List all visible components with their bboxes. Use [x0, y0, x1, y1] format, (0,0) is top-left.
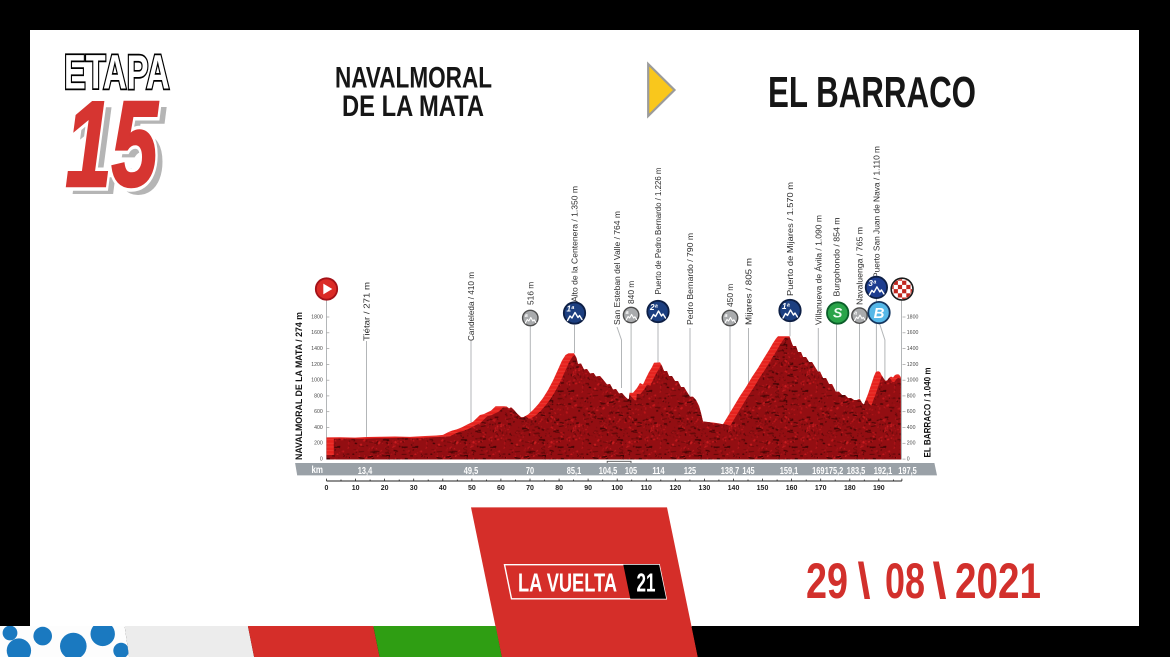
svg-text:104,5: 104,5 — [599, 466, 618, 477]
svg-text:49,5: 49,5 — [464, 466, 479, 477]
svg-text:120: 120 — [669, 485, 681, 492]
svg-text:600: 600 — [907, 409, 916, 415]
svg-text:192,1: 192,1 — [874, 466, 893, 477]
svg-text:60: 60 — [497, 485, 505, 492]
svg-text:800: 800 — [907, 393, 916, 399]
svg-text:15: 15 — [66, 76, 159, 212]
svg-text:EL BARRACO: EL BARRACO — [768, 68, 976, 117]
svg-text:0: 0 — [907, 457, 910, 463]
svg-text:1600: 1600 — [311, 330, 323, 336]
svg-text:\: \ — [858, 552, 871, 609]
svg-text:a: a — [525, 313, 528, 319]
svg-text:200: 200 — [907, 441, 916, 447]
svg-text:169: 169 — [812, 466, 825, 477]
svg-text:Candeleda / 410 m: Candeleda / 410 m — [466, 272, 476, 341]
svg-text:1600: 1600 — [907, 330, 919, 336]
svg-text:15: 15 — [73, 83, 166, 219]
svg-text:125: 125 — [684, 466, 697, 477]
svg-text:21: 21 — [637, 570, 656, 598]
svg-text:Tiétar / 271 m: Tiétar / 271 m — [362, 282, 372, 341]
svg-text:160: 160 — [786, 485, 798, 492]
svg-text:2ª: 2ª — [649, 303, 659, 312]
svg-text:180: 180 — [844, 485, 856, 492]
svg-text:08: 08 — [885, 552, 925, 609]
svg-text:km: km — [312, 465, 324, 476]
svg-text:0: 0 — [325, 485, 329, 492]
svg-text:1800: 1800 — [907, 314, 919, 320]
svg-text:Puerto de Pedro Bernardo / 1.2: Puerto de Pedro Bernardo / 1.226 m — [653, 167, 663, 294]
svg-text:80: 80 — [555, 485, 563, 492]
svg-text:San Esteban del Valle / 764 m: San Esteban del Valle / 764 m — [612, 211, 622, 325]
svg-text:0: 0 — [320, 457, 323, 463]
svg-text:29: 29 — [806, 552, 848, 609]
svg-text:840 m: 840 m — [626, 281, 636, 304]
svg-text:EL BARRACO / 1.040 m: EL BARRACO / 1.040 m — [923, 367, 933, 457]
svg-text:90: 90 — [584, 485, 592, 492]
svg-text:70: 70 — [526, 485, 534, 492]
svg-text:3ª: 3ª — [868, 279, 877, 288]
svg-text:NAVALMORAL DE LA MATA / 274 m: NAVALMORAL DE LA MATA / 274 m — [294, 312, 304, 460]
svg-text:15: 15 — [66, 76, 159, 212]
svg-text:Puerto de Mijares / 1.570 m: Puerto de Mijares / 1.570 m — [785, 182, 795, 296]
svg-text:175,2: 175,2 — [825, 466, 844, 477]
svg-text:Alto de la Centenera / 1.350 m: Alto de la Centenera / 1.350 m — [570, 186, 580, 302]
svg-text:138,7: 138,7 — [721, 466, 740, 477]
svg-text:40: 40 — [439, 485, 447, 492]
svg-text:114: 114 — [652, 466, 665, 477]
svg-text:Burgohondo / 854 m: Burgohondo / 854 m — [832, 217, 842, 296]
svg-text:1400: 1400 — [311, 346, 323, 352]
svg-text:a: a — [626, 310, 629, 316]
svg-text:150: 150 — [757, 485, 769, 492]
svg-text:516 m: 516 m — [525, 282, 535, 305]
svg-text:\: \ — [933, 552, 947, 609]
svg-text:Pedro Bernardo / 790 m: Pedro Bernardo / 790 m — [685, 233, 695, 325]
svg-text:DE LA MATA: DE LA MATA — [342, 90, 484, 123]
svg-text:450 m: 450 m — [725, 284, 735, 307]
svg-text:400: 400 — [314, 425, 323, 431]
svg-text:200: 200 — [314, 441, 323, 447]
svg-text:105: 105 — [625, 466, 638, 477]
svg-text:20: 20 — [381, 485, 389, 492]
svg-text:183,5: 183,5 — [847, 466, 866, 477]
svg-text:50: 50 — [468, 485, 476, 492]
svg-text:159,1: 159,1 — [780, 466, 799, 477]
svg-text:Villanueva de Ávila / 1.090 m: Villanueva de Ávila / 1.090 m — [813, 215, 823, 325]
svg-text:190: 190 — [873, 485, 885, 492]
svg-text:2021: 2021 — [955, 552, 1041, 609]
svg-text:400: 400 — [907, 425, 916, 431]
svg-text:Puerto San Juan de Nava / 1.11: Puerto San Juan de Nava / 1.110 m — [871, 146, 881, 278]
svg-text:10: 10 — [352, 485, 360, 492]
svg-text:1200: 1200 — [311, 362, 323, 368]
svg-text:600: 600 — [314, 409, 323, 415]
svg-text:LA VUELTA: LA VUELTA — [518, 570, 617, 598]
svg-text:100: 100 — [611, 485, 623, 492]
svg-text:1000: 1000 — [907, 378, 919, 384]
svg-text:1800: 1800 — [311, 314, 323, 320]
svg-text:130: 130 — [699, 485, 711, 492]
svg-text:Navaluenga / 765 m: Navaluenga / 765 m — [855, 227, 865, 305]
svg-text:1000: 1000 — [311, 378, 323, 384]
svg-text:110: 110 — [641, 485, 652, 492]
svg-text:197,5: 197,5 — [898, 466, 917, 477]
svg-text:800: 800 — [314, 393, 323, 399]
svg-text:70: 70 — [526, 466, 534, 477]
svg-text:13,4: 13,4 — [358, 466, 373, 477]
svg-text:B: B — [874, 305, 885, 322]
svg-text:1200: 1200 — [907, 362, 919, 368]
svg-text:140: 140 — [728, 485, 740, 492]
svg-text:85,1: 85,1 — [567, 466, 582, 477]
svg-text:145: 145 — [742, 466, 755, 477]
svg-text:Mijares / 805 m: Mijares / 805 m — [744, 258, 754, 325]
svg-text:a: a — [854, 311, 857, 317]
svg-text:ETAPA: ETAPA — [64, 46, 170, 100]
svg-text:a: a — [725, 313, 728, 319]
svg-text:170: 170 — [815, 485, 827, 492]
svg-text:30: 30 — [410, 485, 418, 492]
svg-text:NAVALMORAL: NAVALMORAL — [335, 62, 492, 95]
svg-text:1400: 1400 — [907, 346, 919, 352]
svg-text:S: S — [833, 305, 843, 321]
svg-text:1ª: 1ª — [567, 305, 576, 314]
svg-text:1ª: 1ª — [782, 302, 791, 311]
